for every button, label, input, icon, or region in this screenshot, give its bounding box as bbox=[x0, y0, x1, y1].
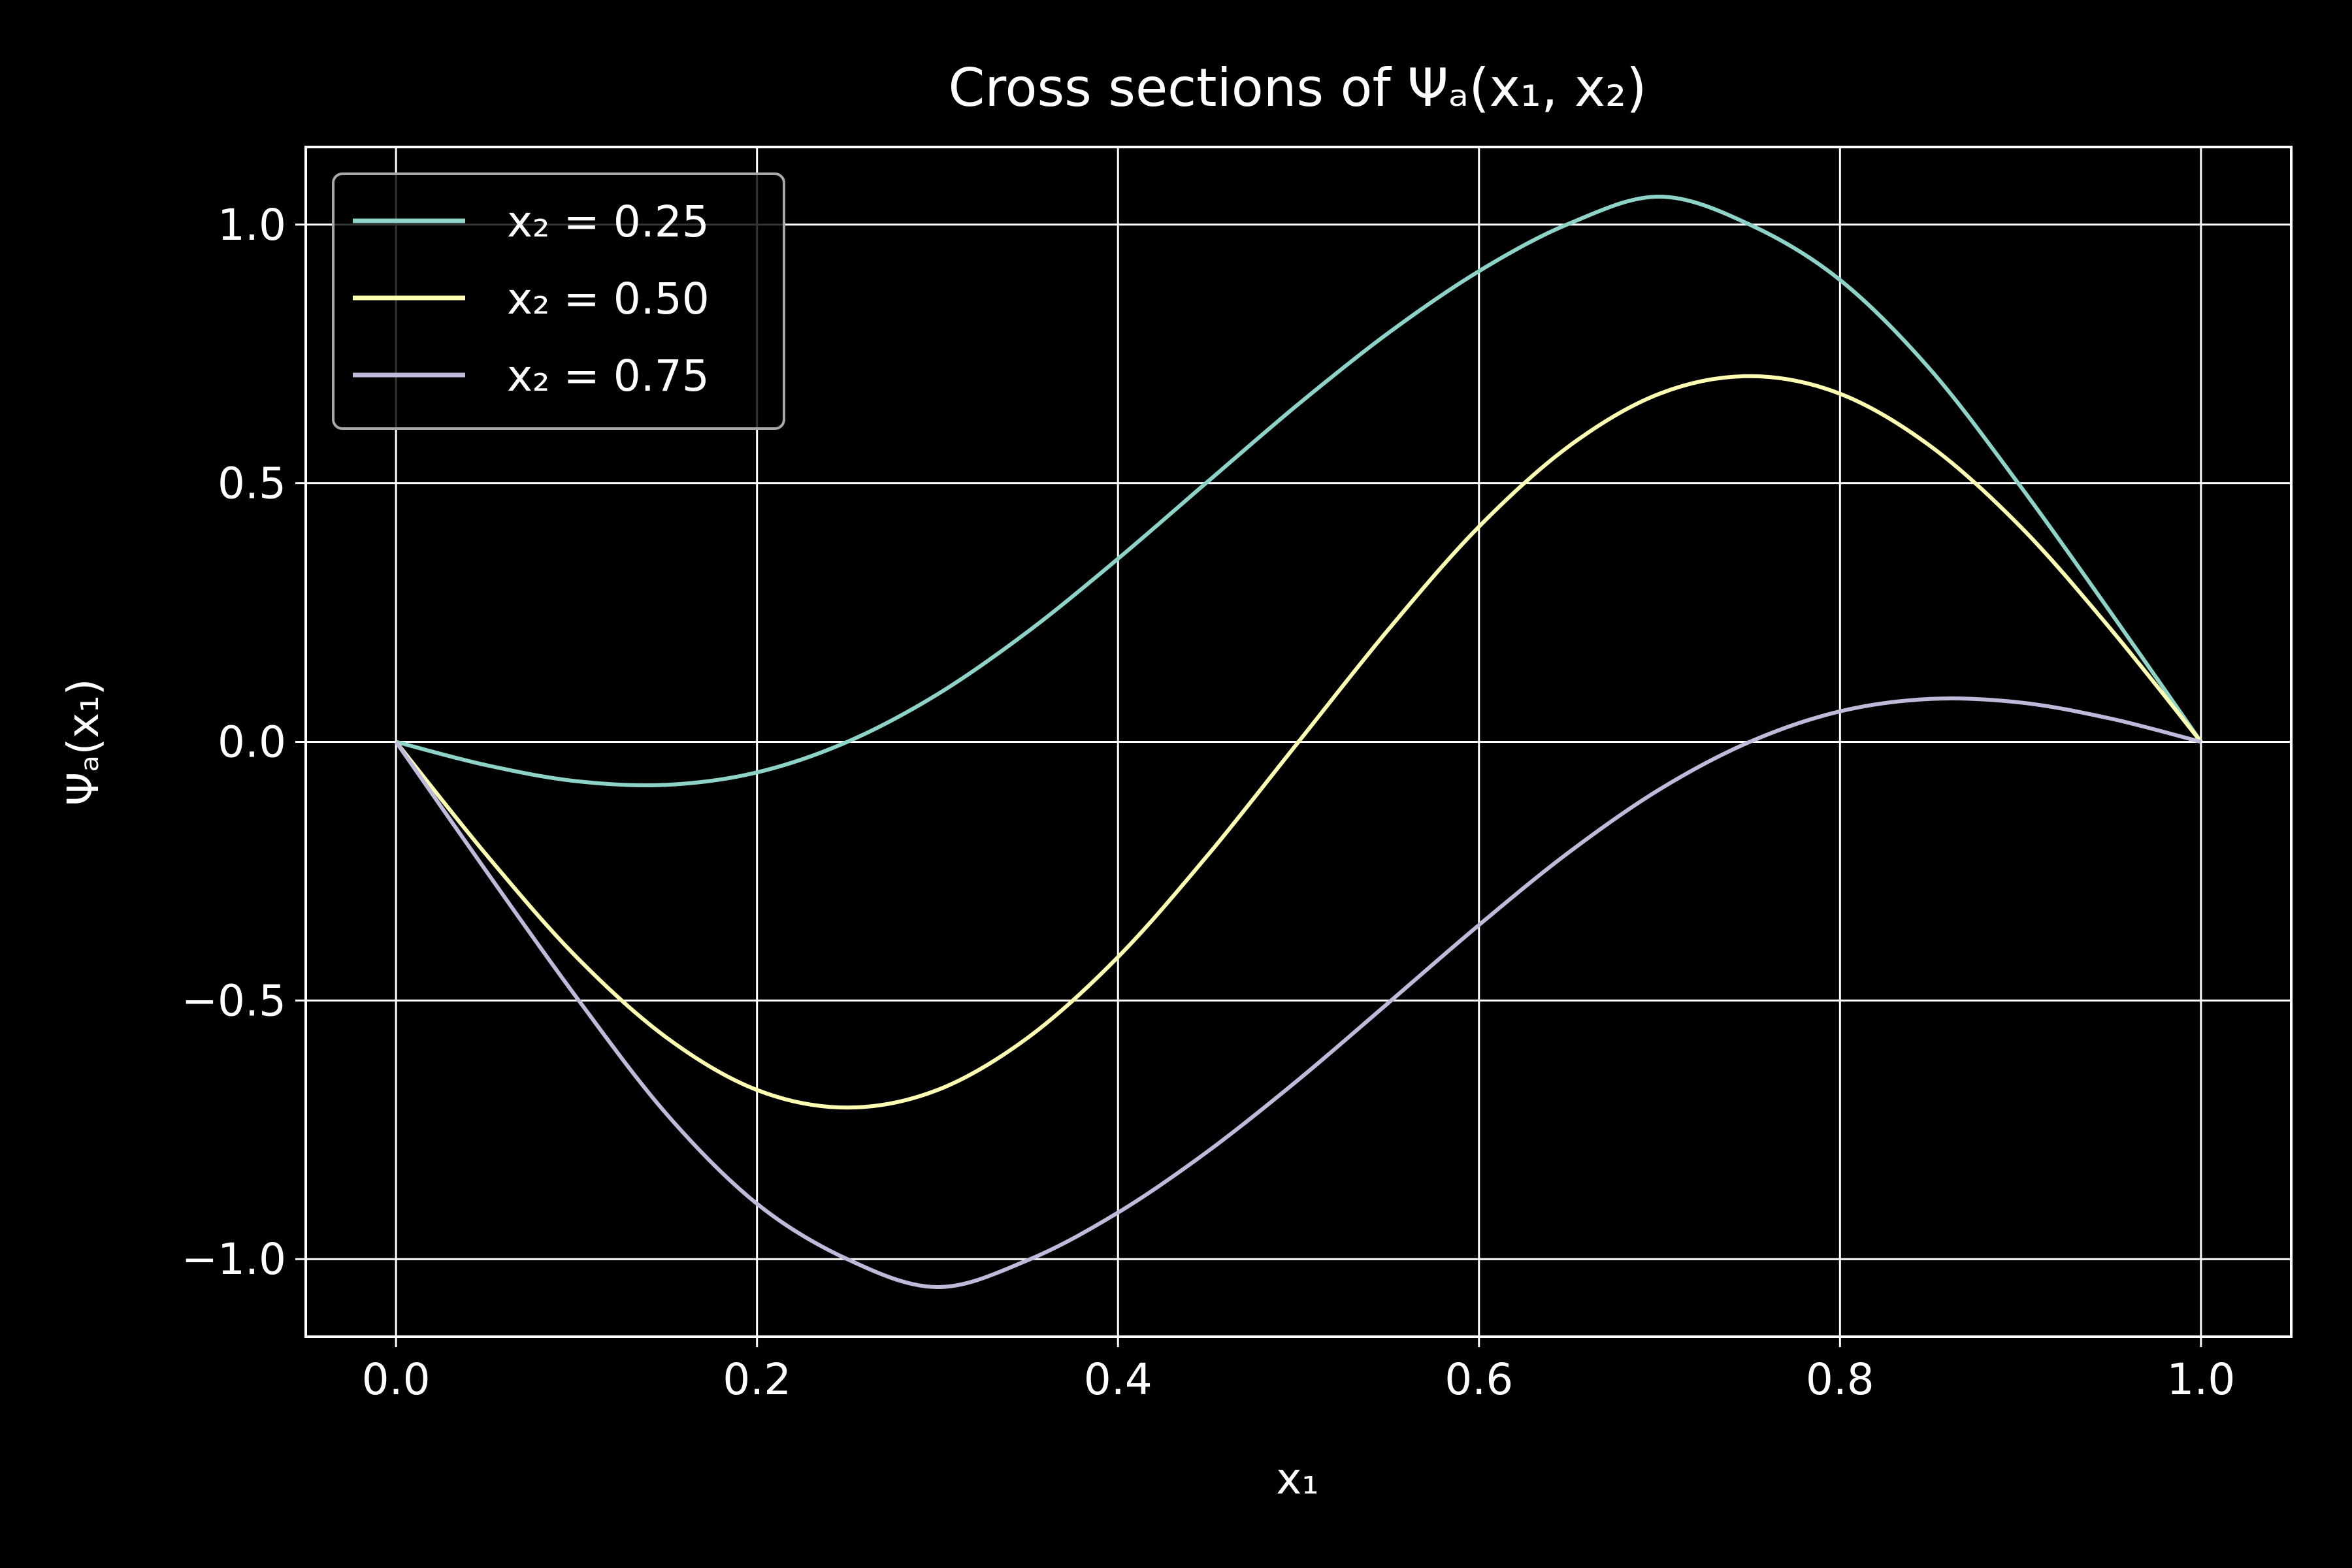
x-tick-label: 0.2 bbox=[723, 1354, 791, 1405]
series-line bbox=[394, 696, 2202, 1289]
x-axis-label: x₁ bbox=[1276, 1454, 1319, 1504]
x-tick-label: 0.0 bbox=[362, 1354, 431, 1405]
y-tick-label: 0.5 bbox=[218, 459, 286, 509]
x-tick-label: 0.6 bbox=[1445, 1354, 1513, 1405]
series-lines bbox=[394, 195, 2203, 1289]
y-tick-label: −1.0 bbox=[182, 1234, 286, 1284]
x-tick-label: 0.4 bbox=[1084, 1354, 1152, 1405]
y-axis-label: Ψₐ(x₁) bbox=[58, 679, 108, 806]
series-line bbox=[395, 195, 2203, 787]
tick-labels: 0.0 0.2 0.4 0.6 0.8 1.0 −1.0 −0.5 0.0 0.5 1.0 bbox=[182, 200, 2236, 1405]
legend: x₂ = 0.25 x₂ = 0.50 x₂ = 0.75 bbox=[332, 172, 785, 430]
grid bbox=[306, 147, 2291, 1337]
y-tick-label: −0.5 bbox=[182, 975, 286, 1026]
chart-title: Cross sections of Ψₐ(x₁, x₂) bbox=[949, 57, 1647, 118]
y-tick-label: 1.0 bbox=[218, 200, 286, 250]
legend-label: x₂ = 0.50 bbox=[507, 274, 710, 324]
legend-label: x₂ = 0.75 bbox=[507, 351, 710, 401]
x-tick-label: 0.8 bbox=[1806, 1354, 1874, 1405]
legend-label: x₂ = 0.25 bbox=[507, 197, 710, 247]
y-tick-label: 0.0 bbox=[218, 717, 286, 768]
series-line bbox=[394, 374, 2203, 1110]
x-tick-label: 1.0 bbox=[2166, 1354, 2235, 1405]
legend-box bbox=[332, 172, 785, 430]
